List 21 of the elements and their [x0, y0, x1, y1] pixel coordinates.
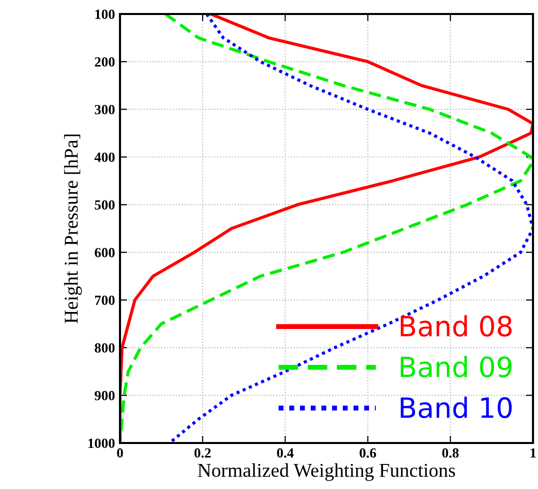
x-tick-label: 0 — [117, 448, 123, 458]
legend-label: Band 08 — [400, 315, 512, 337]
y-tick-label: 1000 — [88, 438, 115, 448]
y-tick-label: 500 — [94, 200, 115, 210]
y-tick-label: 200 — [94, 57, 115, 67]
y-tick-label: 100 — [95, 10, 115, 19]
x-axis-title: Normalized Weighting Functions — [198, 463, 455, 481]
legend-label: Band 09 — [400, 356, 512, 378]
x-tick-label: 0.2 — [194, 448, 211, 458]
x-tick-label: 1 — [530, 448, 536, 458]
x-tick-label: 0.8 — [442, 448, 459, 458]
x-tick-label: 0.4 — [277, 448, 294, 458]
y-tick-label: 700 — [95, 296, 115, 305]
y-tick-label: 900 — [94, 390, 115, 400]
legend-label: Band 10 — [400, 396, 512, 418]
y-tick-label: 600 — [94, 248, 115, 258]
y-tick-label: 800 — [94, 343, 115, 353]
y-tick-label: 400 — [94, 152, 115, 162]
y-axis-title: Height in Pressure [hPa] — [64, 134, 82, 324]
x-tick-label: 0.6 — [360, 448, 376, 458]
y-tick-label: 300 — [94, 104, 115, 114]
